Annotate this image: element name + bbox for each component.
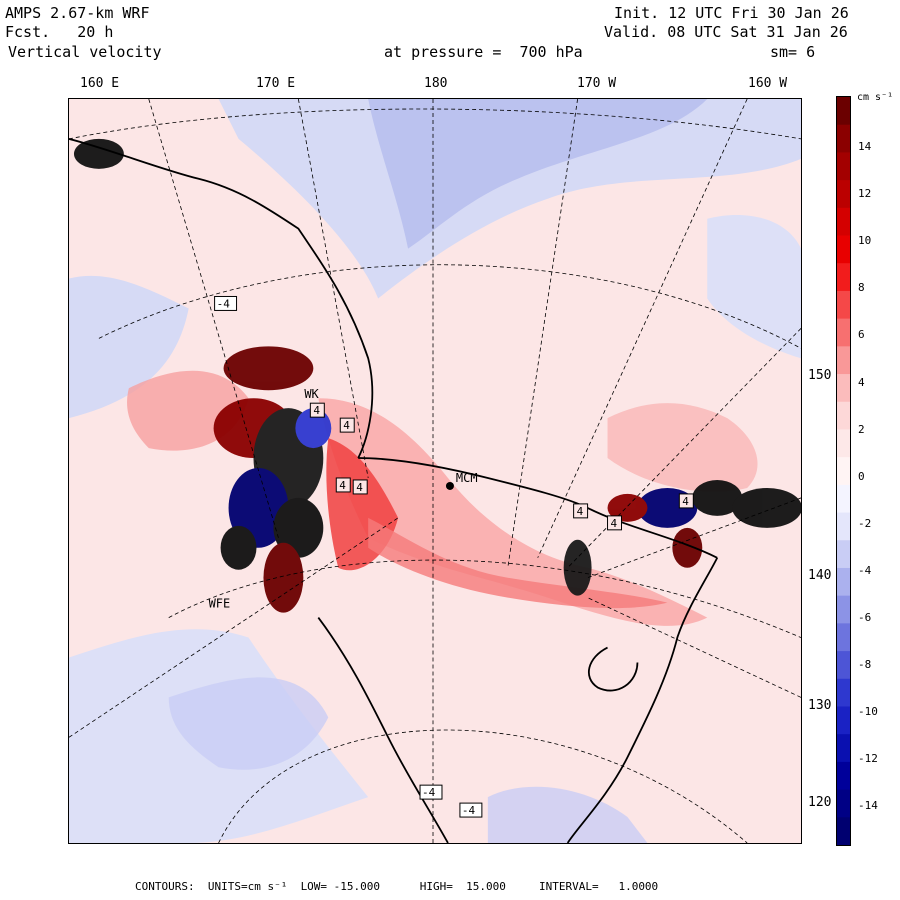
extreme-box: -4 xyxy=(459,802,483,818)
colorbar-swatch xyxy=(837,374,850,403)
mountain-convection-west xyxy=(73,138,332,613)
colorbar-swatch xyxy=(837,512,850,541)
colorbar-tick-label: 2 xyxy=(858,422,865,436)
lon-label: 160 E xyxy=(80,76,120,91)
svg-text:4: 4 xyxy=(356,481,363,494)
colorbar-swatch xyxy=(837,623,850,652)
extreme-box: 4 xyxy=(573,503,589,519)
colorbar-tick-label: 12 xyxy=(858,187,872,201)
colorbar-swatch xyxy=(837,401,850,430)
station-label-wk: WK xyxy=(304,387,319,401)
colorbar-tick-label: 10 xyxy=(858,234,872,248)
model-title: AMPS 2.67-km WRF xyxy=(5,4,150,22)
ascent-region-plume xyxy=(368,517,668,609)
colorbar-swatch xyxy=(837,761,850,791)
colorbar-swatch xyxy=(837,318,850,347)
colorbar-tick-label: -8 xyxy=(858,658,872,672)
field-name: Vertical velocity xyxy=(8,43,162,61)
colorbar-swatch xyxy=(837,706,850,735)
svg-text:4: 4 xyxy=(313,404,320,417)
colorbar-swatch xyxy=(837,290,850,320)
colorbar-swatch xyxy=(837,124,850,153)
svg-text:4: 4 xyxy=(682,495,689,508)
colorbar-swatch xyxy=(837,429,850,458)
valid-time: Valid. 08 UTC Sat 31 Jan 26 xyxy=(604,23,848,41)
colorbar-swatch xyxy=(837,152,850,181)
svg-text:4: 4 xyxy=(577,505,584,518)
colorbar-tick-label: -6 xyxy=(858,611,872,624)
lon-label: 180 xyxy=(424,76,448,91)
extreme-box: -4 xyxy=(214,295,238,311)
colorbar-swatch xyxy=(837,484,850,514)
colorbar-swatch xyxy=(837,567,850,597)
subsidence-region-south xyxy=(168,677,329,770)
svg-text:4: 4 xyxy=(343,419,350,432)
colorbar-swatch xyxy=(837,678,850,707)
colorbar-swatch xyxy=(837,540,850,569)
colorbar-tick-label: -12 xyxy=(858,752,878,766)
colorbar-tick-label: 14 xyxy=(858,140,872,153)
subsidence-region-southeast xyxy=(487,786,648,843)
station-label-wfe: WFE xyxy=(209,597,231,611)
colorbar-swatch xyxy=(837,207,850,237)
colorbar-units: cm s⁻¹ xyxy=(857,92,894,103)
ascent-region-east xyxy=(607,403,758,492)
colorbar-tick-label: 8 xyxy=(858,281,865,295)
svg-text:-4: -4 xyxy=(217,297,231,310)
colorbar-swatch xyxy=(837,457,850,486)
extreme-box: 4 xyxy=(352,479,368,495)
subsidence-region-west xyxy=(69,275,189,419)
pressure-level: at pressure = 700 hPa xyxy=(384,43,583,61)
vertical-velocity-map: MCM WFE WK 4 4 4 4 4 4 4 -4 -4 -4 xyxy=(68,98,802,844)
svg-text:4: 4 xyxy=(339,479,346,492)
colorbar-swatch xyxy=(837,817,850,845)
colorbar-tick-label: -14 xyxy=(858,799,878,813)
init-time: Init. 12 UTC Fri 30 Jan 26 xyxy=(614,4,849,22)
extreme-box: 4 xyxy=(607,515,622,531)
graticule xyxy=(69,99,801,843)
station-label-mcm: MCM xyxy=(456,471,478,485)
extreme-box: -4 xyxy=(419,784,443,800)
extreme-box: 4 xyxy=(678,493,694,509)
colorbar-swatch xyxy=(837,346,850,375)
forecast-hour: Fcst. 20 h xyxy=(5,23,114,41)
extreme-box: 4 xyxy=(309,402,325,418)
colorbar-tick-label: -4 xyxy=(858,563,872,577)
colorbar-swatch xyxy=(837,263,850,292)
lon-label: 170 E xyxy=(256,76,296,91)
colorbar-swatch xyxy=(837,734,850,763)
colorbar xyxy=(836,96,851,846)
colorbar-tick-label: 0 xyxy=(858,469,865,483)
svg-text:4: 4 xyxy=(611,517,618,530)
colorbar-tick-label: -10 xyxy=(858,705,878,719)
colorbar-tick-label: 6 xyxy=(858,328,865,342)
subsidence-region-east xyxy=(707,214,801,359)
svg-text:-4: -4 xyxy=(462,804,476,817)
colorbar-swatch xyxy=(837,180,850,209)
colorbar-swatch xyxy=(837,235,850,264)
extreme-labels: 4 4 4 4 4 4 4 -4 -4 -4 xyxy=(214,295,694,818)
colorbar-swatch xyxy=(837,97,850,126)
svg-text:-4: -4 xyxy=(422,786,436,799)
station-marker-mcm xyxy=(445,481,454,490)
subsidence-region-north-dark xyxy=(368,99,708,249)
colorbar-swatch xyxy=(837,789,850,818)
colorbar-swatch xyxy=(837,595,850,624)
colorbar-tick-label: 4 xyxy=(858,375,865,389)
extreme-box: 4 xyxy=(335,477,351,493)
extreme-box: 4 xyxy=(339,417,355,433)
lon-label: 160 W xyxy=(748,76,788,91)
colorbar-swatch xyxy=(837,651,850,680)
ascent-region-central xyxy=(318,398,708,626)
colorbar-tick-label: -2 xyxy=(858,516,872,530)
subsidence-region-north xyxy=(218,99,801,299)
lon-label: 170 W xyxy=(577,76,617,91)
smoothing-label: sm= 6 xyxy=(770,43,816,61)
coastline xyxy=(69,138,719,843)
contour-info: CONTOURS: UNITS=cm s⁻¹ LOW= -15.000 HIGH… xyxy=(135,880,659,893)
